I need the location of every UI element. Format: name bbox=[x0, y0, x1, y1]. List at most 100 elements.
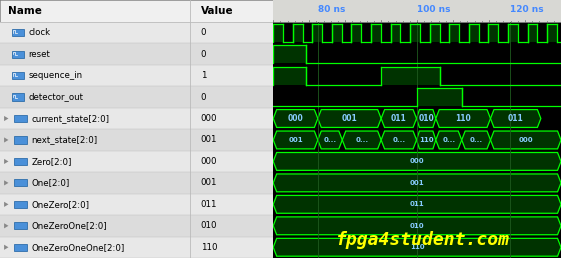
Bar bbox=[390, 24, 401, 42]
Polygon shape bbox=[318, 110, 381, 127]
Text: One[2:0]: One[2:0] bbox=[31, 178, 70, 187]
Text: 010: 010 bbox=[410, 223, 425, 229]
Text: 000: 000 bbox=[518, 137, 533, 143]
Bar bbox=[15, 244, 26, 251]
Bar bbox=[527, 24, 537, 42]
Bar bbox=[273, 0, 561, 22]
Text: 000: 000 bbox=[288, 114, 304, 123]
Bar bbox=[273, 24, 283, 42]
Bar bbox=[0, 172, 273, 194]
Polygon shape bbox=[273, 217, 561, 235]
Text: clock: clock bbox=[29, 28, 51, 37]
Text: Zero[2:0]: Zero[2:0] bbox=[31, 157, 72, 166]
Bar bbox=[12, 72, 24, 79]
Text: OneZero[2:0]: OneZero[2:0] bbox=[31, 200, 89, 209]
Bar bbox=[0, 86, 273, 108]
Bar bbox=[0, 65, 273, 86]
Text: 120 ns: 120 ns bbox=[510, 5, 544, 14]
Bar bbox=[15, 201, 26, 208]
Text: 011: 011 bbox=[410, 201, 425, 207]
Text: 110: 110 bbox=[456, 114, 471, 123]
Bar bbox=[0, 22, 273, 43]
Text: 001: 001 bbox=[342, 114, 357, 123]
Text: 0...: 0... bbox=[470, 137, 482, 143]
Text: 0: 0 bbox=[201, 50, 206, 59]
Bar bbox=[0, 215, 273, 237]
Bar bbox=[12, 93, 24, 101]
Polygon shape bbox=[342, 131, 381, 149]
Text: 110: 110 bbox=[201, 243, 217, 252]
Bar bbox=[449, 24, 459, 42]
Bar bbox=[371, 24, 381, 42]
Bar bbox=[547, 24, 557, 42]
Text: 0...: 0... bbox=[324, 137, 337, 143]
Text: Name: Name bbox=[8, 6, 42, 16]
Bar bbox=[15, 179, 26, 187]
Bar bbox=[15, 136, 26, 143]
Polygon shape bbox=[416, 131, 436, 149]
Text: reset: reset bbox=[29, 50, 50, 59]
Polygon shape bbox=[4, 159, 8, 164]
Text: 010: 010 bbox=[419, 114, 434, 123]
Polygon shape bbox=[436, 110, 490, 127]
Polygon shape bbox=[4, 180, 8, 186]
Bar bbox=[489, 24, 498, 42]
Bar bbox=[312, 24, 322, 42]
Text: detector_out: detector_out bbox=[29, 93, 84, 102]
Text: Value: Value bbox=[201, 6, 233, 16]
Bar bbox=[0, 129, 273, 151]
Polygon shape bbox=[318, 131, 342, 149]
Text: OneZeroOne[2:0]: OneZeroOne[2:0] bbox=[31, 221, 107, 230]
Text: OneZeroOneOne[2:0]: OneZeroOneOne[2:0] bbox=[31, 243, 125, 252]
Bar bbox=[0, 108, 273, 129]
Text: current_state[2:0]: current_state[2:0] bbox=[31, 114, 109, 123]
Text: 100 ns: 100 ns bbox=[416, 5, 450, 14]
Bar bbox=[12, 29, 24, 36]
Text: 0: 0 bbox=[201, 93, 206, 102]
Bar bbox=[352, 24, 361, 42]
Polygon shape bbox=[4, 116, 8, 121]
Bar bbox=[332, 24, 342, 42]
Text: fpga4student.com: fpga4student.com bbox=[336, 231, 510, 249]
Text: 000: 000 bbox=[201, 114, 217, 123]
Text: 110: 110 bbox=[419, 137, 434, 143]
Bar bbox=[12, 51, 24, 58]
Bar bbox=[0, 0, 273, 22]
Polygon shape bbox=[273, 131, 318, 149]
Text: 011: 011 bbox=[391, 114, 407, 123]
Polygon shape bbox=[416, 110, 436, 127]
Text: 0...: 0... bbox=[442, 137, 456, 143]
Polygon shape bbox=[4, 137, 8, 142]
Polygon shape bbox=[436, 131, 462, 149]
Polygon shape bbox=[273, 110, 318, 127]
Polygon shape bbox=[273, 238, 561, 256]
Text: 1: 1 bbox=[201, 71, 206, 80]
Bar bbox=[508, 24, 518, 42]
Polygon shape bbox=[273, 195, 561, 213]
Text: 001: 001 bbox=[201, 135, 217, 144]
Bar bbox=[0, 194, 273, 215]
Bar bbox=[273, 67, 306, 85]
Text: sequence_in: sequence_in bbox=[29, 71, 83, 80]
Text: 0...: 0... bbox=[392, 137, 406, 143]
Bar bbox=[0, 237, 273, 258]
Polygon shape bbox=[4, 202, 8, 207]
Polygon shape bbox=[381, 110, 416, 127]
Bar bbox=[293, 24, 302, 42]
Text: 001: 001 bbox=[410, 180, 425, 186]
Text: 0...: 0... bbox=[355, 137, 368, 143]
Bar bbox=[381, 67, 440, 85]
Text: 0: 0 bbox=[201, 28, 206, 37]
Bar bbox=[430, 24, 440, 42]
Text: 001: 001 bbox=[201, 178, 217, 187]
Polygon shape bbox=[462, 131, 490, 149]
Polygon shape bbox=[381, 131, 416, 149]
Text: next_state[2:0]: next_state[2:0] bbox=[31, 135, 98, 144]
Text: 011: 011 bbox=[201, 200, 217, 209]
Text: 80 ns: 80 ns bbox=[318, 5, 345, 14]
Text: 000: 000 bbox=[201, 157, 217, 166]
Polygon shape bbox=[273, 152, 561, 170]
Bar bbox=[0, 151, 273, 172]
Text: 000: 000 bbox=[410, 158, 425, 164]
Polygon shape bbox=[4, 223, 8, 228]
